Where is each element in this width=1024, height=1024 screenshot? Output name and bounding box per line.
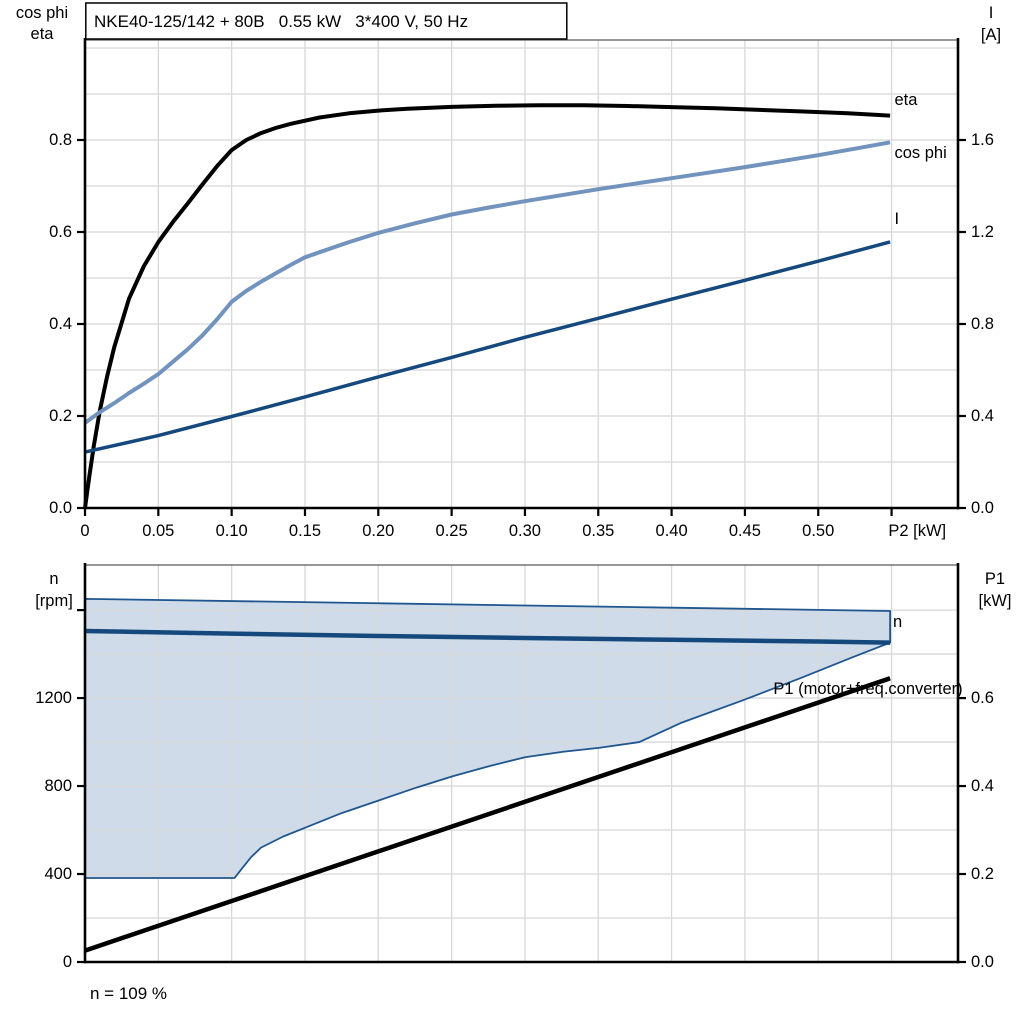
- left-tick-label: 0.4: [49, 315, 72, 333]
- left-tick-label: 1200: [35, 689, 72, 707]
- left-tick-label: 400: [44, 865, 72, 883]
- right-tick-label: 0.0: [971, 499, 994, 517]
- series-i: [84, 240, 891, 454]
- right-tick-label: 0.2: [971, 865, 994, 883]
- x-tick-label: 0.25: [436, 522, 468, 540]
- x-tick-label: 0.05: [142, 522, 174, 540]
- series-p1-motor-freq-converter: [84, 676, 891, 953]
- axes: [83, 38, 960, 510]
- x-tick-label: 0.15: [289, 522, 321, 540]
- series-label-i: I: [895, 210, 900, 228]
- right-tick-label: 1.2: [971, 223, 994, 241]
- left-axis-unit-label: [rpm]: [35, 592, 73, 610]
- right-tick-label: 1.6: [971, 131, 994, 149]
- x-tick-label: 0.20: [362, 522, 394, 540]
- bottom-chart: 0 400 800 1200 0.0 0.2 0.4 0.6 n P1 (motor+freq.c…: [35, 563, 1012, 1003]
- title-box: NKE40-125/142 + 80B 0.55 kW 3*400 V, 50 …: [85, 2, 568, 40]
- chart-title: NKE40-125/142 + 80B 0.55 kW 3*400 V, 50 …: [94, 12, 468, 31]
- left-tick-label: 0.2: [49, 407, 72, 425]
- right-axis-unit-label: [kW]: [979, 592, 1012, 610]
- right-axis-unit-label: I: [989, 4, 994, 22]
- x-tick-label: 0.50: [802, 522, 834, 540]
- top-chart: 0.0 0.2 0.4 0.6 0.8 0.0 0.4 0.8 1.2 1.6 0 0.05 0.10 0…: [16, 2, 1001, 540]
- series-label-p1-motor-freq-converter: P1 (motor+freq.converter): [773, 680, 962, 698]
- x-tick-label: 0: [80, 522, 89, 540]
- left-tick-label: 0.0: [49, 499, 72, 517]
- ticks: 0 400 800 1200 0.0 0.2 0.4 0.6: [35, 608, 994, 971]
- left-tick-label: 0.6: [49, 223, 72, 241]
- x-tick-label: 0.10: [216, 522, 248, 540]
- right-axis-unit-label: [A]: [981, 26, 1001, 44]
- right-tick-label: 0.4: [971, 407, 994, 425]
- left-tick-label: 0.8: [49, 131, 72, 149]
- gridlines: [85, 565, 958, 962]
- right-tick-label: 0.8: [971, 315, 994, 333]
- footnote-speed-limit: n = 109 %: [90, 984, 167, 1003]
- left-axis-unit-label: eta: [31, 25, 55, 43]
- x-tick-label: 0.45: [729, 522, 761, 540]
- x-tick-label: 0.35: [582, 522, 614, 540]
- left-tick-label: 800: [44, 777, 72, 795]
- ticks: 0.0 0.2 0.4 0.6 0.8 0.0 0.4 0.8 1.2 1.6 0 0.05 0.10 0…: [49, 131, 994, 540]
- right-axis-unit-label: P1: [985, 570, 1005, 588]
- series-eta: [83, 103, 891, 509]
- x-tick-label: 0.40: [656, 522, 688, 540]
- right-tick-label: 0.6: [971, 689, 994, 707]
- speed-control-range-fill: [85, 598, 891, 878]
- right-tick-label: 0.4: [971, 777, 994, 795]
- series-n: [84, 628, 891, 645]
- right-tick-label: 0.0: [971, 953, 994, 971]
- left-axis-unit-label: n: [49, 570, 58, 588]
- series-label-cos-phi: cos phi: [895, 144, 947, 162]
- left-tick-label: 0: [63, 953, 72, 971]
- series-label-eta: eta: [895, 91, 919, 109]
- gridlines: [85, 40, 958, 508]
- left-axis-unit-label: cos phi: [16, 4, 68, 22]
- x-tick-label: 0.30: [509, 522, 541, 540]
- axes: [83, 563, 960, 964]
- speed-control-range-border: [84, 597, 892, 879]
- series-cos-phi: [83, 140, 891, 425]
- x-axis-label: P2 [kW]: [888, 522, 946, 540]
- series-label-n: n: [893, 613, 902, 631]
